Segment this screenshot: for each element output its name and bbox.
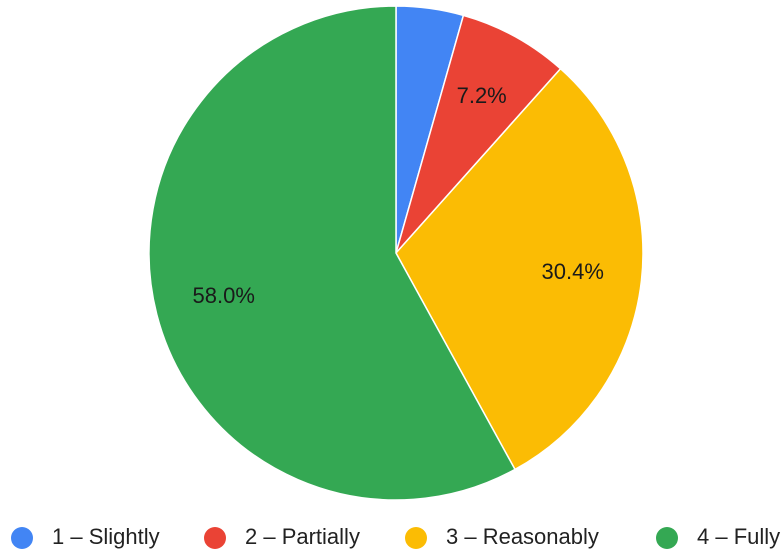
legend-label-4: 4 – Fully — [697, 524, 780, 549]
pie-slice-3 — [395, 67, 644, 471]
legend-label-3: 3 – Reasonably — [446, 524, 599, 549]
legend-swatch-3 — [405, 527, 427, 549]
legend: 1 – Slightly 2 – Partially 3 – Reasonably 4… — [11, 524, 780, 549]
legend-swatch-2 — [204, 527, 226, 549]
legend-label-1: 1 – Slightly — [52, 524, 160, 549]
legend-swatch-1 — [11, 527, 33, 549]
legend-label-2: 2 – Partially — [245, 524, 360, 549]
slice-data-label-4: 58.0% — [193, 283, 255, 308]
legend-swatch-4 — [656, 527, 678, 549]
pie-slice-4 — [148, 5, 517, 501]
pie-slice-2 — [395, 14, 562, 254]
pie-data-labels: 7.2% 30.4% 58.0% — [193, 83, 604, 308]
pie-slices — [148, 5, 644, 501]
slice-data-label-2: 7.2% — [457, 83, 507, 108]
slice-data-label-3: 30.4% — [542, 259, 604, 284]
